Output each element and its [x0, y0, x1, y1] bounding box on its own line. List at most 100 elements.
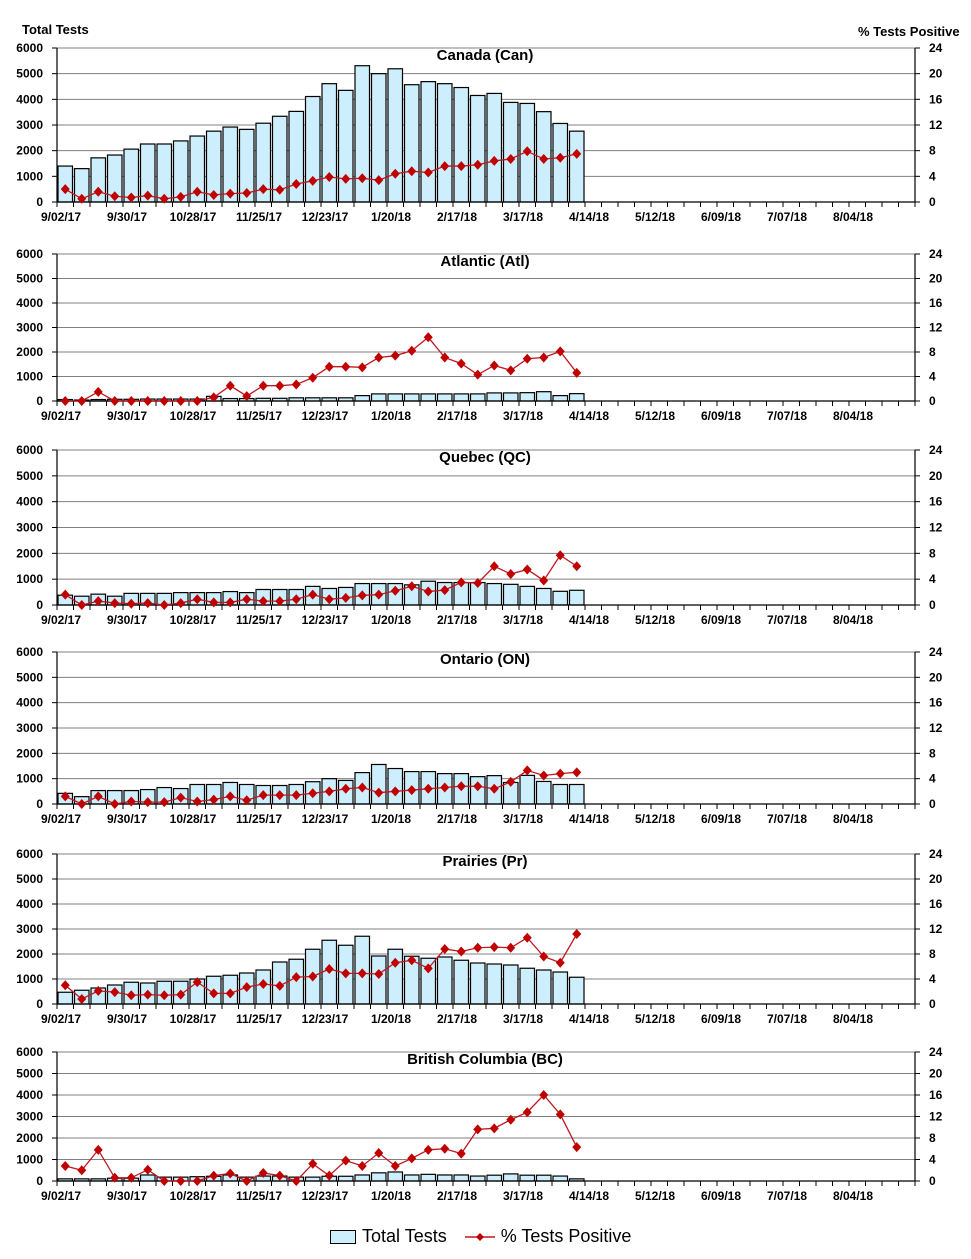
y-left-tick-label: 6000 [16, 41, 43, 55]
chart-panel-4: 0 0 1000 4 2000 8 3000 12 4000 16 5000 20 6000 24 9/02… [16, 847, 942, 1026]
marker-pct-positive [291, 1176, 301, 1186]
y-right-tick-label: 16 [929, 92, 943, 106]
marker-pct-positive [291, 972, 301, 983]
marker-pct-positive [324, 171, 334, 182]
y-left-tick-label: 2000 [16, 144, 43, 158]
bar-total-tests [387, 767, 404, 805]
y-right-tick-label: 4 [929, 1153, 936, 1167]
bar-total-tests [552, 783, 569, 805]
x-tick-label: 4/14/18 [569, 613, 609, 627]
x-tick-label: 5/12/18 [635, 1189, 675, 1203]
marker-pct-positive [324, 361, 334, 372]
marker-pct-positive [390, 786, 400, 797]
marker-pct-positive [374, 969, 384, 979]
x-tick-label: 9/30/17 [107, 1012, 147, 1026]
bar-total-tests [519, 774, 536, 805]
y-right-tick-label: 12 [929, 321, 943, 335]
marker-pct-positive [192, 1176, 202, 1186]
bar-total-tests [519, 585, 536, 606]
y-left-tick-label: 2000 [16, 345, 43, 359]
marker-pct-positive [176, 598, 186, 609]
marker-pct-positive [555, 550, 565, 561]
x-tick-label: 9/30/17 [107, 812, 147, 826]
x-tick-label: 9/30/17 [107, 1189, 147, 1203]
marker-pct-positive [324, 594, 334, 605]
x-tick-label: 7/07/18 [767, 1189, 807, 1203]
y-left-tick-label: 2000 [16, 1131, 43, 1145]
x-tick-label: 5/12/18 [635, 613, 675, 627]
marker-pct-positive [209, 189, 219, 200]
y-right-tick-label: 16 [929, 897, 943, 911]
marker-pct-positive [77, 193, 87, 204]
marker-pct-positive [522, 765, 532, 776]
bar-total-tests [420, 1173, 437, 1182]
x-tick-label: 3/17/18 [503, 409, 543, 423]
marker-pct-positive [357, 1160, 367, 1171]
y-left-tick-label: 3000 [16, 721, 43, 735]
bar-total-tests [568, 783, 585, 805]
marker-pct-positive [291, 594, 301, 605]
bar-total-tests [57, 165, 74, 203]
marker-pct-positive [506, 1114, 516, 1125]
bar-total-tests [502, 964, 519, 1005]
marker-pct-positive [522, 1107, 532, 1118]
y-right-tick-label: 20 [929, 872, 943, 886]
bar-total-tests [436, 956, 453, 1005]
x-tick-label: 6/09/18 [701, 613, 741, 627]
marker-pct-positive [489, 155, 499, 166]
x-tick-label: 9/02/17 [41, 1189, 81, 1203]
marker-pct-positive [473, 942, 483, 953]
marker-pct-positive [555, 957, 565, 968]
bar-total-tests [519, 1174, 536, 1182]
y-right-tick-label: 24 [929, 41, 943, 55]
marker-pct-positive [506, 942, 516, 953]
bar-total-tests [387, 393, 404, 402]
marker-pct-positive [176, 989, 186, 1000]
marker-pct-positive [572, 367, 582, 378]
x-tick-label: 6/09/18 [701, 812, 741, 826]
x-tick-label: 10/28/17 [170, 409, 217, 423]
legend-line-swatch [464, 1232, 495, 1241]
y-right-tick-label: 24 [929, 645, 943, 659]
y-left-tick-label: 1000 [16, 772, 43, 786]
chart-title: Canada (Can) [437, 47, 534, 64]
bar-total-tests [535, 391, 552, 402]
legend-item-pct-positive: % Tests Positive [464, 1226, 631, 1247]
marker-pct-positive [440, 1143, 450, 1154]
bar-total-tests [519, 392, 536, 402]
bar-total-tests [57, 991, 74, 1005]
y-left-tick-label: 0 [36, 394, 43, 408]
bar-total-tests [453, 393, 470, 402]
x-tick-label: 7/07/18 [767, 409, 807, 423]
x-tick-label: 6/09/18 [701, 210, 741, 224]
marker-pct-positive [110, 987, 120, 998]
y-right-tick-label: 8 [929, 947, 936, 961]
y-left-tick-label: 4000 [16, 696, 43, 710]
bar-total-tests [337, 89, 354, 203]
bar-total-tests [156, 143, 173, 203]
marker-pct-positive [60, 1160, 70, 1171]
marker-pct-positive [357, 173, 367, 184]
marker-pct-positive [374, 589, 384, 600]
x-tick-label: 4/14/18 [569, 1012, 609, 1026]
x-tick-label: 10/28/17 [170, 1189, 217, 1203]
marker-pct-positive [225, 597, 235, 608]
x-tick-label: 10/28/17 [170, 210, 217, 224]
x-tick-label: 6/09/18 [701, 409, 741, 423]
marker-pct-positive [390, 168, 400, 179]
legend-bar-swatch [330, 1229, 356, 1244]
x-tick-label: 7/07/18 [767, 1012, 807, 1026]
marker-pct-positive [407, 345, 417, 356]
marker-pct-positive [258, 1167, 268, 1178]
marker-pct-positive [93, 386, 103, 397]
x-tick-label: 5/12/18 [635, 1012, 675, 1026]
x-tick-label: 4/14/18 [569, 409, 609, 423]
marker-pct-positive [159, 1176, 169, 1186]
y-left-tick-label: 1000 [16, 169, 43, 183]
y-left-tick-label: 3000 [16, 521, 43, 535]
y-right-tick-label: 0 [929, 394, 936, 408]
y-left-tick-label: 2000 [16, 947, 43, 961]
x-tick-label: 7/07/18 [767, 210, 807, 224]
marker-pct-positive [143, 396, 153, 406]
marker-pct-positive [159, 990, 169, 1001]
